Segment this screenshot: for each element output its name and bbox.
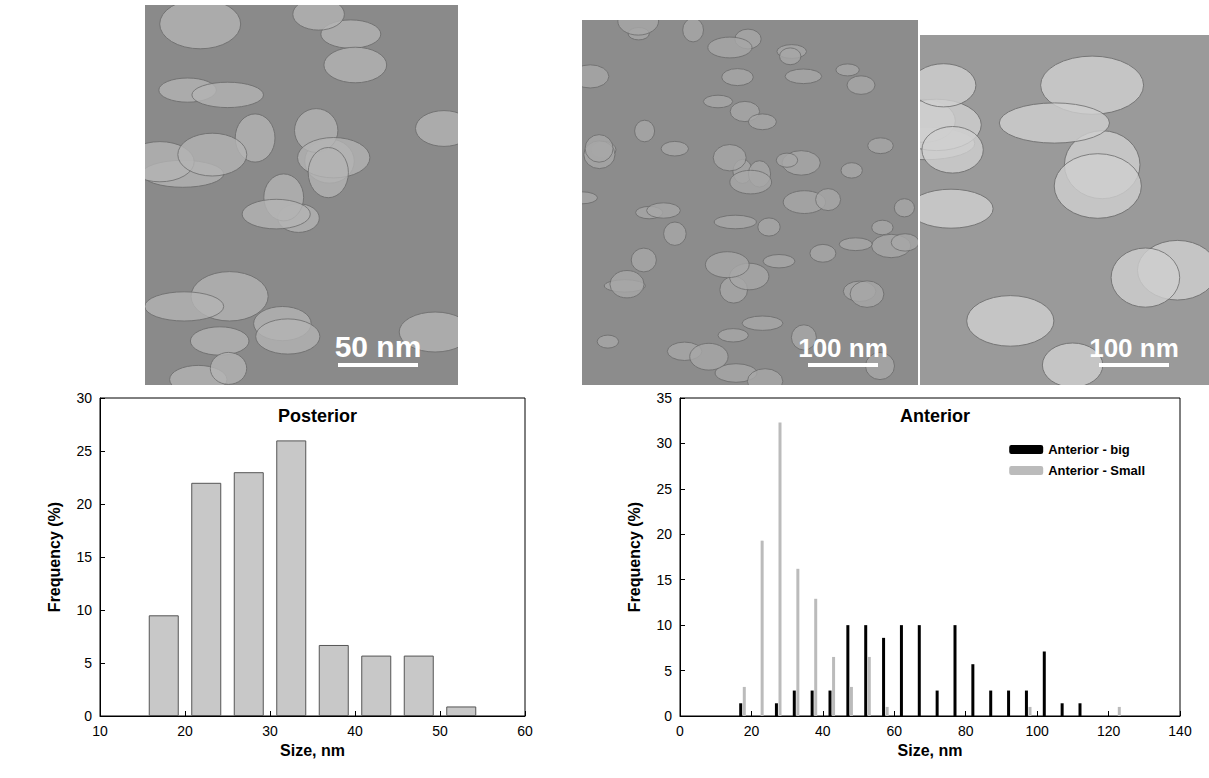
svg-text:80: 80 — [958, 723, 974, 739]
svg-text:30: 30 — [656, 435, 672, 451]
svg-text:30: 30 — [262, 723, 278, 739]
svg-text:30: 30 — [76, 390, 92, 406]
svg-text:15: 15 — [656, 572, 672, 588]
svg-text:Posterior: Posterior — [278, 406, 357, 426]
svg-text:25: 25 — [656, 481, 672, 497]
svg-text:Size, nm: Size, nm — [898, 742, 963, 759]
svg-text:20: 20 — [76, 496, 92, 512]
svg-text:40: 40 — [815, 723, 831, 739]
svg-text:60: 60 — [886, 723, 902, 739]
svg-text:10: 10 — [656, 617, 672, 633]
svg-text:0: 0 — [84, 708, 92, 724]
svg-text:Anterior - Small: Anterior - Small — [1048, 463, 1145, 478]
svg-text:Anterior: Anterior — [900, 406, 970, 426]
svg-text:100 nm: 100 nm — [1089, 333, 1179, 363]
svg-text:Size, nm: Size, nm — [280, 742, 345, 759]
svg-text:0: 0 — [676, 723, 684, 739]
svg-text:Frequency (%): Frequency (%) — [626, 502, 643, 612]
svg-text:40: 40 — [347, 723, 363, 739]
svg-text:120: 120 — [1097, 723, 1121, 739]
svg-text:15: 15 — [76, 549, 92, 565]
svg-text:140: 140 — [1168, 723, 1192, 739]
svg-text:100 nm: 100 nm — [798, 333, 888, 363]
svg-text:10: 10 — [92, 723, 108, 739]
svg-text:20: 20 — [744, 723, 760, 739]
svg-text:Frequency (%): Frequency (%) — [46, 502, 63, 612]
svg-text:Anterior - big: Anterior - big — [1048, 442, 1130, 457]
svg-text:25: 25 — [76, 443, 92, 459]
svg-text:5: 5 — [84, 655, 92, 671]
svg-text:60: 60 — [517, 723, 533, 739]
svg-text:10: 10 — [76, 602, 92, 618]
svg-text:50: 50 — [432, 723, 448, 739]
svg-text:20: 20 — [177, 723, 193, 739]
svg-text:50 nm: 50 nm — [335, 330, 422, 363]
svg-text:100: 100 — [1025, 723, 1049, 739]
svg-text:20: 20 — [656, 526, 672, 542]
svg-text:5: 5 — [664, 663, 672, 679]
svg-text:0: 0 — [664, 708, 672, 724]
svg-text:35: 35 — [656, 390, 672, 406]
